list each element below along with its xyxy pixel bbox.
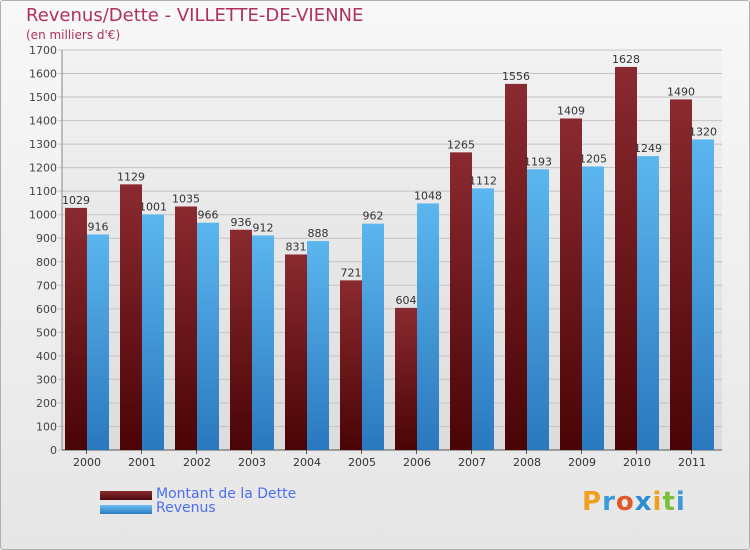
bar-debt	[175, 206, 197, 450]
plot-area	[62, 50, 722, 450]
bar-debt	[65, 207, 87, 450]
data-label-revenue: 1048	[414, 189, 442, 202]
chart-subtitle: (en milliers d'€)	[26, 28, 121, 42]
data-label-debt: 831	[286, 240, 307, 253]
bar-debt	[120, 184, 142, 450]
x-tick-label: 2003	[238, 456, 266, 469]
y-tick-label: 100	[36, 420, 57, 433]
y-tick-label: 200	[36, 397, 57, 410]
x-tick-label: 2002	[183, 456, 211, 469]
proxiti-logo: Proxiti	[582, 487, 686, 517]
x-tick-label: 2009	[568, 456, 596, 469]
x-tick-label: 2006	[403, 456, 431, 469]
y-tick-label: 1300	[29, 138, 57, 151]
legend-swatch-debt	[100, 491, 152, 500]
y-tick-label: 1600	[29, 68, 57, 81]
bar-debt	[285, 254, 307, 450]
x-tick-label: 2007	[458, 456, 486, 469]
logo-letter: x	[634, 487, 653, 517]
chart-title: Revenus/Dette - VILLETTE-DE-VIENNE	[26, 5, 364, 26]
bar-revenue	[307, 241, 329, 450]
data-label-debt: 1490	[667, 85, 695, 98]
data-label-debt: 1556	[502, 70, 530, 83]
logo-letter: i	[652, 487, 663, 517]
data-label-revenue: 1112	[469, 174, 497, 187]
bar-debt	[560, 118, 582, 451]
bar-revenue	[637, 156, 659, 450]
x-tick-label: 2001	[128, 456, 156, 469]
bar-revenue	[527, 169, 549, 450]
bar-revenue	[692, 139, 714, 451]
y-tick-label: 900	[36, 232, 57, 245]
data-label-revenue: 916	[88, 220, 109, 233]
data-label-revenue: 962	[363, 210, 384, 223]
data-label-debt: 936	[231, 216, 252, 229]
data-label-debt: 721	[341, 266, 362, 279]
x-tick-label: 2010	[623, 456, 651, 469]
y-tick-label: 1000	[29, 209, 57, 222]
bar-debt	[230, 229, 252, 450]
y-tick-label: 1700	[29, 44, 57, 57]
y-tick-label: 0	[50, 444, 57, 457]
data-label-debt: 1265	[447, 138, 475, 151]
y-tick-label: 800	[36, 256, 57, 269]
data-label-revenue: 888	[308, 227, 329, 240]
bar-debt	[615, 66, 637, 451]
data-label-revenue: 1001	[139, 200, 167, 213]
logo-letter: P	[582, 487, 603, 517]
bar-revenue	[87, 234, 109, 450]
bar-revenue	[417, 203, 439, 450]
y-tick-label: 1200	[29, 162, 57, 175]
y-tick-label: 600	[36, 303, 57, 316]
data-label-debt: 604	[396, 294, 417, 307]
bar-debt	[505, 83, 527, 450]
bar-revenue	[472, 188, 494, 450]
data-label-revenue: 1249	[634, 142, 662, 155]
data-label-debt: 1029	[62, 194, 90, 207]
x-tick-label: 2011	[678, 456, 706, 469]
y-tick-label: 500	[36, 326, 57, 339]
bar-revenue	[582, 166, 604, 450]
y-tick-label: 1500	[29, 91, 57, 104]
bar-revenue	[197, 222, 219, 450]
x-tick-label: 2008	[513, 456, 541, 469]
y-tick-label: 700	[36, 279, 57, 292]
y-tick-label: 1400	[29, 115, 57, 128]
y-tick-label: 400	[36, 350, 57, 363]
bar-revenue	[362, 223, 384, 450]
logo-letter: o	[615, 487, 635, 517]
logo-letter: t	[662, 487, 676, 517]
data-label-debt: 1409	[557, 104, 585, 117]
logo-letter: i	[675, 487, 686, 517]
bar-debt	[670, 99, 692, 450]
data-label-debt: 1035	[172, 192, 200, 205]
data-label-debt: 1129	[117, 170, 145, 183]
legend-label-revenue: Revenus	[156, 500, 216, 516]
y-tick-label: 300	[36, 373, 57, 386]
data-label-revenue: 912	[253, 221, 274, 234]
data-label-revenue: 1193	[524, 155, 552, 168]
bar-revenue	[142, 214, 164, 450]
legend-label-debt: Montant de la Dette	[156, 486, 297, 502]
bar-debt	[340, 280, 362, 450]
legend-swatch-revenue	[100, 505, 152, 514]
bar-debt	[395, 307, 417, 450]
x-tick-label: 2005	[348, 456, 376, 469]
bar-revenue	[252, 235, 274, 450]
data-label-revenue: 1320	[689, 125, 717, 138]
x-tick-label: 2000	[73, 456, 101, 469]
y-tick-label: 1100	[29, 185, 57, 198]
bar-debt	[450, 152, 472, 450]
logo-letter: r	[602, 487, 616, 517]
data-label-revenue: 966	[198, 209, 219, 222]
x-tick-label: 2004	[293, 456, 321, 469]
data-label-debt: 1628	[612, 53, 640, 66]
data-label-revenue: 1205	[579, 152, 607, 165]
